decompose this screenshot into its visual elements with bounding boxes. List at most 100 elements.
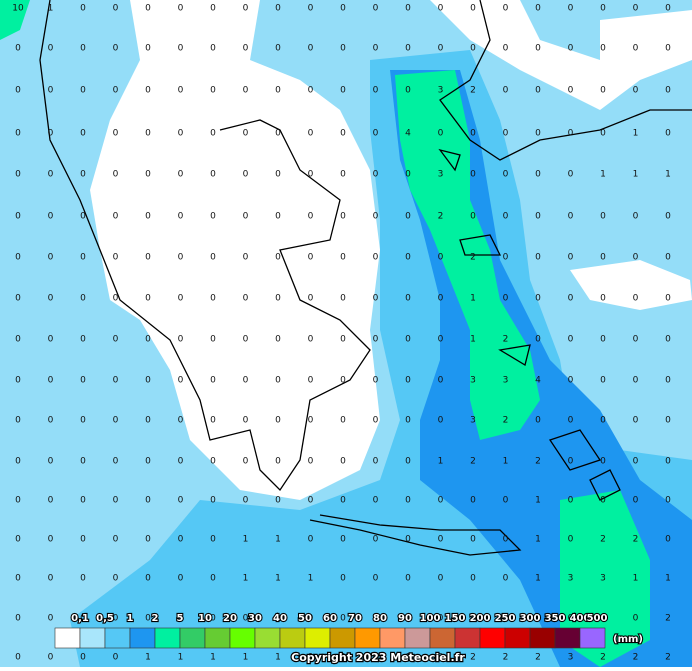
grid-value: 0 — [275, 457, 281, 467]
grid-value: 0 — [470, 614, 476, 624]
grid-value: 3 — [438, 86, 444, 96]
copyright: Copyright 2023 Meteociel.fr — [291, 651, 465, 664]
grid-value: 0 — [633, 253, 639, 263]
grid-value: 0 — [48, 294, 54, 304]
grid-value: 0 — [568, 457, 574, 467]
grid-value: 2 — [633, 653, 639, 663]
grid-value: 0 — [210, 335, 216, 345]
grid-value: 0 — [308, 129, 314, 139]
grid-value: 0 — [665, 416, 671, 426]
grid-value: 2 — [470, 457, 476, 467]
grid-value: 2 — [665, 653, 671, 663]
grid-value: 3 — [568, 574, 574, 584]
grid-value: 0 — [405, 4, 411, 14]
grid-value: 0 — [15, 574, 21, 584]
legend-swatch — [379, 627, 406, 649]
grid-value: 0 — [308, 4, 314, 14]
grid-value: 0 — [80, 574, 86, 584]
grid-value: 0 — [275, 44, 281, 54]
grid-value: 0 — [308, 416, 314, 426]
grid-value: 0 — [145, 457, 151, 467]
grid-value: 0 — [665, 496, 671, 506]
grid-value: 0 — [405, 335, 411, 345]
grid-value: 0 — [308, 335, 314, 345]
grid-value: 0 — [145, 4, 151, 14]
grid-value: 0 — [633, 44, 639, 54]
grid-value: 0 — [178, 86, 184, 96]
grid-value: 0 — [373, 653, 379, 663]
legend-label: 0,1 — [71, 613, 89, 624]
grid-value: 0 — [633, 294, 639, 304]
grid-value: 0 — [15, 535, 21, 545]
grid-value: 0 — [145, 496, 151, 506]
grid-value: 0 — [438, 4, 444, 14]
grid-value: 0 — [340, 44, 346, 54]
legend-label: 200 — [470, 613, 491, 624]
grid-value: 2 — [503, 335, 509, 345]
grid-value: 0 — [600, 253, 606, 263]
grid-value: 0 — [340, 416, 346, 426]
grid-value: 0 — [665, 253, 671, 263]
grid-value: 0 — [503, 496, 509, 506]
grid-value: 0 — [48, 253, 54, 263]
grid-value: 0 — [113, 416, 119, 426]
grid-value: 0 — [633, 376, 639, 386]
grid-value: 3 — [503, 376, 509, 386]
grid-value: 0 — [243, 496, 249, 506]
grid-value: 3 — [470, 376, 476, 386]
grid-value: 0 — [535, 294, 541, 304]
grid-value: 0 — [178, 457, 184, 467]
legend-label: 10 — [198, 613, 212, 624]
grid-value: 0 — [340, 253, 346, 263]
legend-swatch — [354, 627, 381, 649]
grid-value: 0 — [340, 170, 346, 180]
grid-value: 0 — [275, 212, 281, 222]
grid-value: 0 — [15, 416, 21, 426]
grid-value: 0 — [535, 212, 541, 222]
grid-value: 1 — [210, 653, 216, 663]
grid-value: 2 — [665, 614, 671, 624]
grid-value: 0 — [438, 44, 444, 54]
grid-value: 1 — [665, 170, 671, 180]
grid-value: 0 — [665, 212, 671, 222]
grid-value: 0 — [535, 170, 541, 180]
grid-value: 0 — [178, 170, 184, 180]
legend-swatch — [529, 627, 556, 649]
grid-value: 0 — [145, 574, 151, 584]
grid-value: 0 — [113, 170, 119, 180]
grid-value: 0 — [373, 496, 379, 506]
grid-value: 0 — [535, 44, 541, 54]
grid-value: 0 — [340, 653, 346, 663]
grid-value: 0 — [405, 457, 411, 467]
grid-value: 0 — [438, 376, 444, 386]
grid-value: 1 — [600, 170, 606, 180]
legend-label: 1 — [127, 613, 134, 624]
grid-value: 0 — [405, 653, 411, 663]
grid-value: 0 — [438, 653, 444, 663]
grid-value: 1 — [243, 535, 249, 545]
grid-value: 0 — [113, 535, 119, 545]
grid-value: 0 — [308, 44, 314, 54]
grid-value: 0 — [568, 44, 574, 54]
grid-value: 0 — [113, 574, 119, 584]
legend-swatch — [304, 627, 331, 649]
grid-value: 0 — [178, 535, 184, 545]
grid-value: 0 — [80, 653, 86, 663]
grid-value: 0 — [178, 574, 184, 584]
grid-value: 0 — [438, 535, 444, 545]
grid-value: 0 — [373, 335, 379, 345]
grid-value: 1 — [535, 535, 541, 545]
grid-value: 0 — [405, 44, 411, 54]
grid-value: 0 — [633, 86, 639, 96]
grid-value: 1 — [275, 653, 281, 663]
grid-value: 0 — [340, 4, 346, 14]
grid-value: 0 — [503, 253, 509, 263]
grid-value: 0 — [665, 335, 671, 345]
legend-label: 0,5 — [96, 613, 114, 624]
grid-value: 0 — [210, 212, 216, 222]
grid-value: 0 — [15, 457, 21, 467]
grid-value: 0 — [48, 44, 54, 54]
legend-label: 500 — [587, 613, 608, 624]
